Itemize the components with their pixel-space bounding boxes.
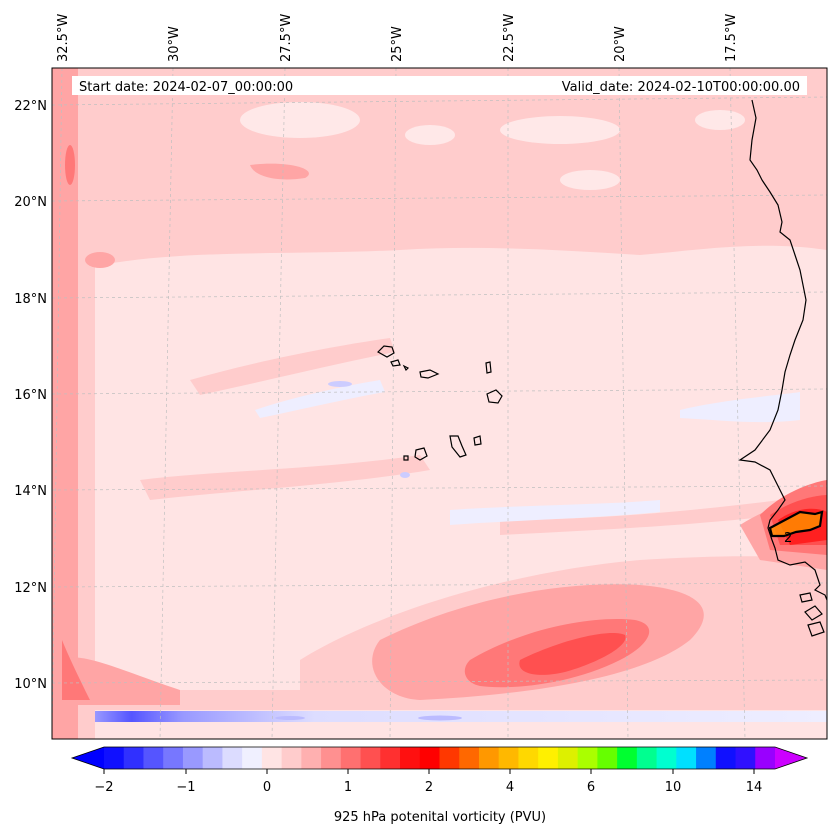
colorbar-swatch (518, 747, 539, 769)
pv-field-white-patches (240, 102, 745, 190)
colorbar-swatch (143, 747, 164, 769)
colorbar-swatch (340, 747, 362, 769)
colorbar-swatch (696, 747, 717, 769)
info-bar (72, 76, 807, 95)
colorbar-swatch (755, 747, 776, 769)
colorbar-tick-label: −1 (176, 780, 195, 795)
colorbar-swatch (597, 747, 618, 769)
colorbar-tick-label: −2 (94, 780, 113, 795)
lat-tick-label: 14°N (14, 484, 47, 499)
lat-tick-label: 18°N (14, 292, 47, 307)
colorbar-swatch (735, 747, 756, 769)
island-sao-vicente (390, 359, 401, 367)
longitude-labels: 32.5°W 30°W 27.5°W 25°W 22.5°W 20°W 17.5… (56, 14, 739, 62)
lon-tick-label: 25°W (390, 26, 405, 62)
colorbar-swatch (715, 747, 737, 769)
colorbar-tick-label: 14 (746, 780, 763, 795)
lon-tick-label: 32.5°W (56, 14, 71, 62)
start-date-label: Start date: 2024-02-07_00:00:00 (79, 80, 293, 95)
colorbar-swatch (439, 747, 460, 769)
colorbar-swatch (538, 747, 559, 769)
lat-tick-label: 10°N (14, 677, 47, 692)
colorbar-swatch (360, 747, 381, 769)
colorbar-swatch (202, 747, 224, 769)
colorbar-swatch (656, 747, 677, 769)
lat-tick-label: 20°N (14, 195, 47, 210)
colorbar-extend-low (72, 747, 104, 769)
island-fogo (414, 447, 428, 461)
colorbar-extend-high (775, 747, 807, 769)
colorbar-swatch (242, 747, 263, 769)
colorbar-tick-label: 10 (665, 780, 682, 795)
lat-tick-label: 12°N (14, 581, 47, 596)
island-brava (403, 455, 409, 461)
lat-tick-label: 16°N (14, 388, 47, 403)
colorbar-swatch (557, 747, 579, 769)
valid-date-label: Valid_date: 2024-02-10T00:00:00.00 (562, 80, 800, 95)
colorbar-swatch (676, 747, 697, 769)
lon-tick-label: 17.5°W (724, 14, 739, 62)
colorbar-swatch (222, 747, 243, 769)
colorbar-swatch (261, 747, 283, 769)
island-boa-vista (486, 389, 503, 404)
island-santa-luzia (402, 364, 410, 372)
colorbar-title: 925 hPa potenital vorticity (PVU) (334, 810, 546, 825)
colorbar-tick-label: 0 (263, 780, 271, 795)
colorbar-tick-labels: −2 −1 0 1 2 4 6 10 14 (94, 780, 762, 795)
colorbar-tick-label: 4 (506, 780, 514, 795)
colorbar-swatch (498, 747, 520, 769)
contour-label: 2 (784, 531, 792, 546)
colorbar (70, 746, 809, 770)
colorbar-ticks (103, 769, 755, 774)
map-frame (51, 67, 828, 740)
colorbar-swatch (577, 747, 598, 769)
lon-tick-label: 30°W (167, 26, 182, 62)
lat-tick-label: 22°N (14, 99, 47, 114)
lon-tick-label: 22.5°W (502, 14, 517, 62)
colorbar-swatch (163, 747, 184, 769)
island-sal (485, 361, 492, 374)
island-santiago (449, 435, 467, 458)
colorbar-swatch (478, 747, 500, 769)
colorbar-swatch (400, 747, 421, 769)
colorbar-swatch (123, 747, 145, 769)
colorbar-tick-label: 2 (425, 780, 433, 795)
african-coastline (738, 99, 827, 637)
colorbar-tick-label: 1 (344, 780, 352, 795)
colorbar-swatch (281, 747, 302, 769)
pv-field-negative (95, 380, 827, 722)
colorbar-swatch (419, 747, 441, 769)
island-maio (473, 435, 482, 446)
graticule (52, 68, 827, 739)
colorbar-swatch (301, 747, 322, 769)
island-santo-antao (377, 345, 395, 358)
colorbar-swatch (380, 747, 401, 769)
lon-tick-label: 20°W (613, 26, 628, 62)
colorbar-swatch (617, 747, 638, 769)
map-panel: 2 (52, 68, 827, 739)
colorbar-swatch (182, 747, 204, 769)
contour-2-pvu (768, 510, 824, 538)
lon-tick-label: 27.5°W (279, 14, 294, 62)
colorbar-swatch (636, 747, 658, 769)
colorbar-tick-label: 6 (587, 780, 595, 795)
cape-verde-islands (377, 345, 503, 461)
island-sao-nicolau (419, 369, 440, 379)
colorbar-swatch (104, 747, 125, 769)
latitude-labels: 22°N 20°N 18°N 16°N 14°N 12°N 10°N (14, 99, 47, 692)
colorbar-swatch (321, 747, 342, 769)
colorbar-swatch (459, 747, 480, 769)
